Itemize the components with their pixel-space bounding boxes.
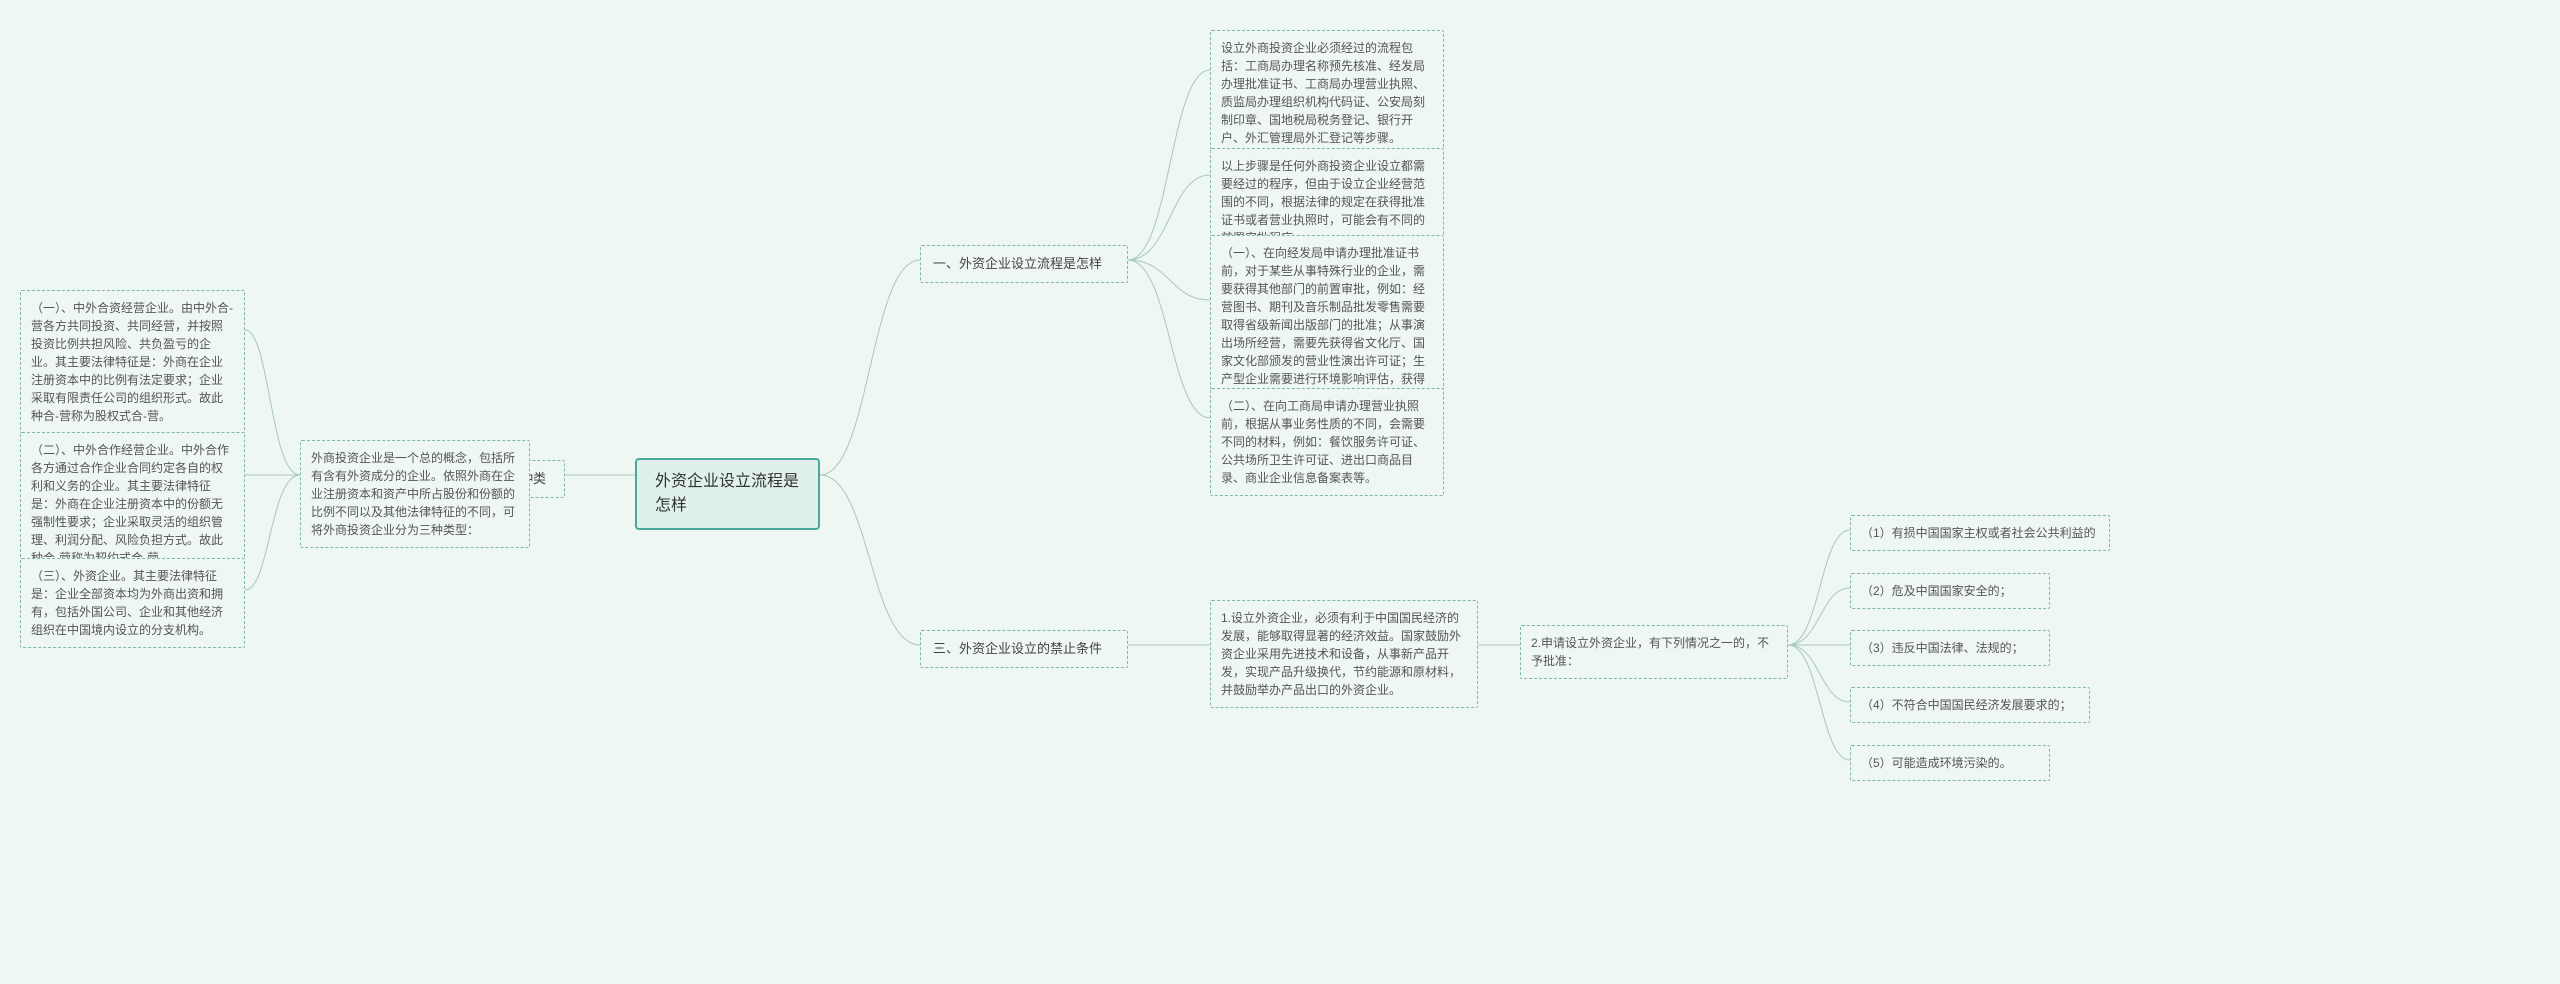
- leaf-b2-2: （三）、外资企业。其主要法律特征是：企业全部资本均为外商出资和拥有，包括外国公司…: [20, 558, 245, 648]
- branch-2-intro: 外商投资企业是一个总的概念，包括所有含有外资成分的企业。依照外商在企业注册资本和…: [300, 440, 530, 548]
- leaf-b3-2: （3）违反中国法律、法规的；: [1850, 630, 2050, 666]
- leaf-b3-1: （2）危及中国国家安全的；: [1850, 573, 2050, 609]
- branch-3[interactable]: 三、外资企业设立的禁止条件: [920, 630, 1128, 668]
- branch-1[interactable]: 一、外资企业设立流程是怎样: [920, 245, 1128, 283]
- branch-3-sub2: 2.申请设立外资企业，有下列情况之一的，不予批准：: [1520, 625, 1788, 679]
- leaf-b3-0: （1）有损中国国家主权或者社会公共利益的: [1850, 515, 2110, 551]
- branch-3-sub1: 1.设立外资企业，必须有利于中国国民经济的发展，能够取得显著的经济效益。国家鼓励…: [1210, 600, 1478, 708]
- leaf-b1-3: （二）、在向工商局申请办理营业执照前，根据从事业务性质的不同，会需要不同的材料，…: [1210, 388, 1444, 496]
- leaf-b2-0: （一）、中外合资经营企业。由中外合-营各方共同投资、共同经营，并按照投资比例共担…: [20, 290, 245, 434]
- leaf-b3-3: （4）不符合中国国民经济发展要求的；: [1850, 687, 2090, 723]
- leaf-b3-4: （5）可能造成环境污染的。: [1850, 745, 2050, 781]
- leaf-b1-0: 设立外商投资企业必须经过的流程包括：工商局办理名称预先核准、经发局办理批准证书、…: [1210, 30, 1444, 156]
- leaf-b2-1: （二）、中外合作经营企业。中外合作各方通过合作企业合同约定各自的权利和义务的企业…: [20, 432, 245, 576]
- mindmap-root[interactable]: 外资企业设立流程是怎样: [635, 458, 820, 530]
